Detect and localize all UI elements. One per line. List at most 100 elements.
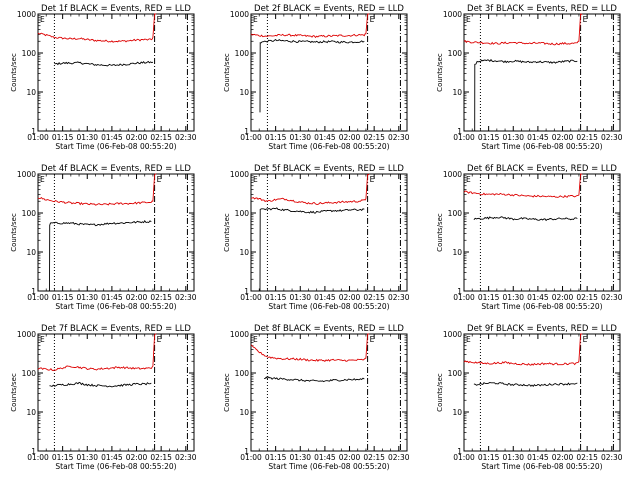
panel-title: Det 8f BLACK = Events, RED = LLD [254,324,404,334]
series-events-line [54,60,154,67]
plot-frame [463,13,621,132]
y-tick-label: 1000 [443,170,462,179]
event-marker-label: E [253,175,258,184]
y-tick-label: 1000 [17,170,36,179]
x-tick-label: 01:45 [527,453,549,462]
series-lld-line [250,173,370,205]
y-axis-label: Counts/sec [223,213,231,252]
y-tick-label: 1 [457,447,462,456]
x-tick-label: 01:00 [453,453,475,462]
x-tick-label: 02:00 [552,133,574,142]
series-lld-line [463,173,583,198]
x-tick-label: 01:30 [289,453,311,462]
x-tick-label: 01:30 [289,293,311,302]
y-axis-label: Counts/sec [436,213,444,252]
panel-5: Det 5f BLACK = Events, RED = LLD 1 10 100 10… [223,164,410,311]
x-tick-label: 01:15 [265,453,287,462]
panel-title: Det 9f BLACK = Events, RED = LLD [467,324,617,334]
series-lld-line [37,333,157,372]
x-tick-label: 02:00 [126,133,148,142]
x-tick-label: 02:15 [150,293,172,302]
series-lld-line [250,13,370,39]
y-tick-label: 100 [448,49,463,58]
y-tick-label: 10 [239,88,249,97]
x-tick-label: 01:30 [502,293,524,302]
x-axis-label: Start Time (06-Feb-08 00:55:20) [481,462,602,471]
x-tick-label: 01:00 [453,293,475,302]
y-tick-label: 1 [244,447,249,456]
event-marker-label: E [253,335,258,344]
panel-title: Det 4f BLACK = Events, RED = LLD [41,164,191,174]
x-tick-label: 01:45 [101,133,123,142]
x-tick-label: 02:15 [150,453,172,462]
event-marker-label: E [370,335,375,344]
x-tick-label: 01:30 [76,133,98,142]
x-axis-label: Start Time (06-Feb-08 00:55:20) [55,302,176,311]
x-tick-label: 02:30 [175,133,197,142]
x-tick-label: 01:30 [502,453,524,462]
series-events-line [473,382,578,387]
y-tick-label: 100 [235,49,250,58]
y-tick-label: 1 [244,127,249,136]
y-axis-label: Counts/sec [10,213,18,252]
y-tick-label: 100 [448,209,463,218]
y-tick-label: 100 [235,369,250,378]
y-tick-label: 1000 [17,330,36,339]
x-axis-label: Start Time (06-Feb-08 00:55:20) [481,302,602,311]
panel-6: Det 6f BLACK = Events, RED = LLD 1 10 100 10… [436,164,623,311]
y-tick-label: 1000 [230,170,249,179]
x-axis-label: Start Time (06-Feb-08 00:55:20) [55,462,176,471]
x-tick-label: 02:30 [175,453,197,462]
series-events-line [49,220,152,292]
x-tick-label: 02:15 [363,133,385,142]
x-tick-label: 02:30 [388,453,410,462]
x-tick-label: 01:45 [314,293,336,302]
y-tick-label: 100 [22,209,37,218]
panel-title: Det 7f BLACK = Events, RED = LLD [41,324,191,334]
x-tick-label: 01:15 [52,293,74,302]
x-tick-label: 01:00 [27,453,49,462]
x-tick-label: 02:30 [601,293,623,302]
plot-frame [250,333,408,452]
x-axis-label: Start Time (06-Feb-08 00:55:20) [268,302,389,311]
event-marker-label: E [253,15,258,24]
x-tick-label: 02:30 [175,293,197,302]
y-tick-label: 10 [239,408,249,417]
x-tick-label: 01:45 [527,293,549,302]
series-lld-line [37,173,157,206]
series-lld-line [37,13,157,43]
y-axis-label: Counts/sec [10,373,18,412]
x-tick-label: 01:45 [314,133,336,142]
x-axis-label: Start Time (06-Feb-08 00:55:20) [268,462,389,471]
panel-7: Det 7f BLACK = Events, RED = LLD 1 10 100 10… [10,324,197,471]
x-tick-label: 01:45 [527,133,549,142]
y-tick-label: 1 [31,447,36,456]
x-tick-label: 02:30 [388,293,410,302]
x-tick-label: 01:00 [240,293,262,302]
x-tick-label: 01:00 [453,133,475,142]
event-marker-label: E [466,175,471,184]
panel-4: Det 4f BLACK = Events, RED = LLD 1 10 100 10… [10,164,197,311]
y-tick-label: 10 [452,88,462,97]
event-marker-label: E [40,175,45,184]
y-axis-label: Counts/sec [436,53,444,92]
x-tick-label: 01:30 [289,133,311,142]
x-tick-label: 02:00 [552,293,574,302]
plot-frame [250,173,408,292]
panel-3: Det 3f BLACK = Events, RED = LLD 1 10 100 10… [436,4,623,151]
series-lld-line [463,13,583,46]
y-tick-label: 100 [235,209,250,218]
y-axis-label: Counts/sec [10,53,18,92]
series-events-line [473,216,578,222]
event-marker-label: E [466,335,471,344]
y-tick-label: 1000 [230,10,249,19]
y-tick-label: 10 [239,248,249,257]
panel-title: Det 3f BLACK = Events, RED = LLD [467,4,617,14]
x-tick-label: 01:30 [76,453,98,462]
y-tick-label: 1 [31,127,36,136]
y-tick-label: 10 [26,88,36,97]
x-tick-label: 02:00 [126,453,148,462]
series-events-line [264,376,365,383]
x-tick-label: 02:30 [601,133,623,142]
